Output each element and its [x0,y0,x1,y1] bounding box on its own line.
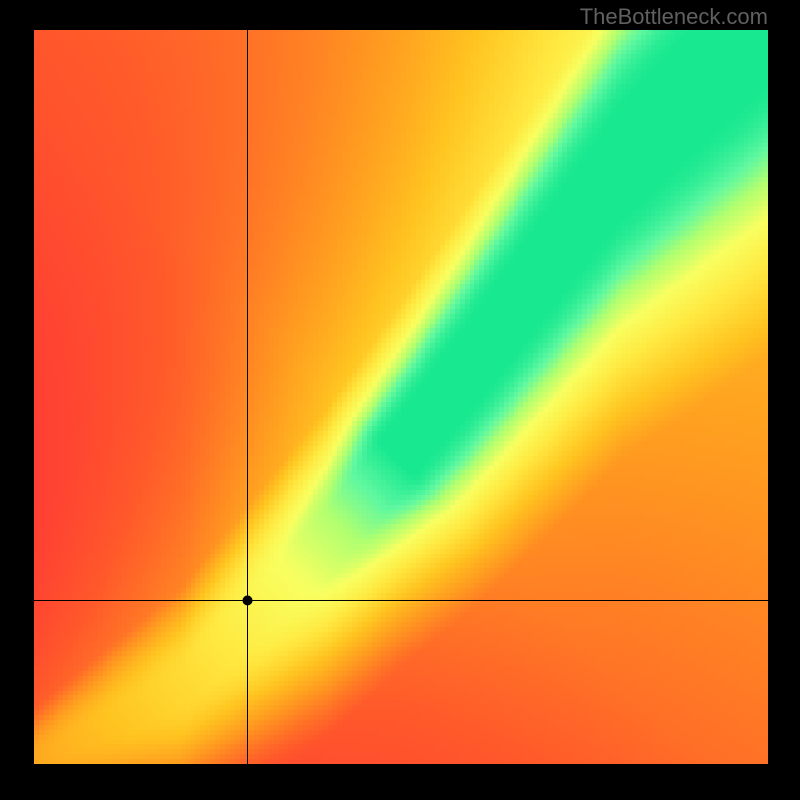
chart-container: TheBottleneck.com [0,0,800,800]
watermark-text: TheBottleneck.com [580,4,768,30]
bottleneck-heatmap [34,30,768,764]
